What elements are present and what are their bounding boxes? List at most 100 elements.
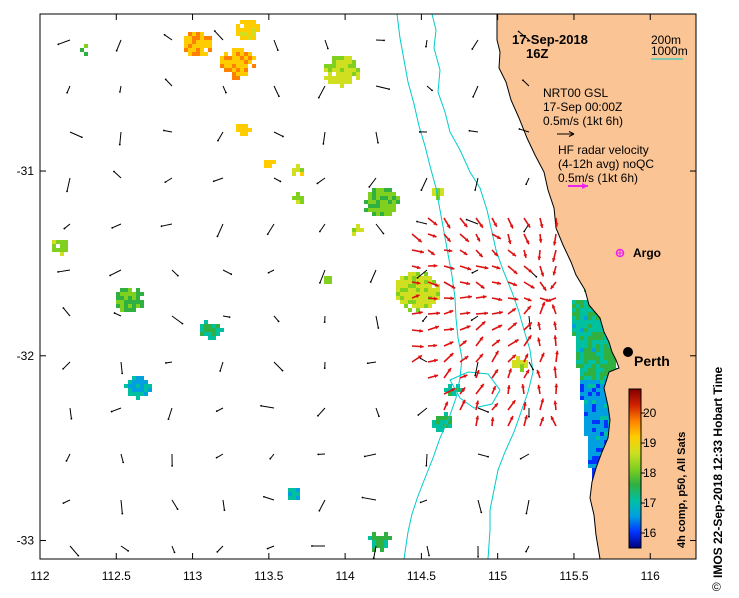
sst-pixel xyxy=(348,76,352,80)
date-label: 17-Sep-2018 xyxy=(512,32,588,47)
sst-pixel xyxy=(588,428,592,432)
sst-pixel xyxy=(292,196,296,200)
sst-pixel xyxy=(420,284,424,288)
x-tick-label: 114.5 xyxy=(407,569,436,583)
sst-pixel xyxy=(588,396,592,400)
sst-pixel xyxy=(592,336,596,340)
sst-pixel xyxy=(592,316,596,320)
sst-pixel xyxy=(588,420,592,424)
sst-pixel xyxy=(292,172,296,176)
sst-pixel xyxy=(392,192,396,196)
sst-pixel xyxy=(340,60,344,64)
sst-pixel xyxy=(592,344,596,348)
sst-pixel xyxy=(356,76,360,80)
sst-pixel xyxy=(380,196,384,200)
sst-pixel xyxy=(596,420,600,424)
sst-pixel xyxy=(424,284,428,288)
model-arrow-head xyxy=(109,275,111,277)
sst-pixel xyxy=(600,436,604,440)
sst-pixel xyxy=(144,388,148,392)
sst-pixel xyxy=(336,72,340,76)
sst-pixel xyxy=(400,284,404,288)
sst-pixel xyxy=(208,40,212,44)
sst-pixel xyxy=(588,444,592,448)
model-arrow-head xyxy=(526,513,528,515)
model-arrow-head xyxy=(319,231,321,233)
sst-pixel xyxy=(240,56,244,60)
sst-pixel xyxy=(580,384,584,388)
sst-pixel xyxy=(412,300,416,304)
sst-pixel xyxy=(608,356,612,360)
sst-pixel xyxy=(428,300,432,304)
model-arrow-head xyxy=(168,418,170,420)
sst-pixel xyxy=(380,540,384,544)
model-arrow-head xyxy=(431,90,433,92)
model-arrow-head xyxy=(480,511,482,513)
model-arrow-head xyxy=(520,458,522,460)
sst-pixel xyxy=(116,304,120,308)
sst-pixel xyxy=(408,280,412,284)
sst-pixel xyxy=(604,356,608,360)
sst-pixel xyxy=(428,276,432,280)
sst-pixel xyxy=(400,288,404,292)
sst-pixel xyxy=(588,332,592,336)
sst-pixel xyxy=(344,60,348,64)
sst-pixel xyxy=(588,360,592,364)
model-arrow-head xyxy=(364,456,366,458)
model-arrow-head xyxy=(428,555,430,557)
sst-pixel xyxy=(580,388,584,392)
sst-pixel xyxy=(580,396,584,400)
model-arrow-head xyxy=(420,502,422,504)
sst-pixel xyxy=(292,496,296,500)
sst-pixel xyxy=(140,388,144,392)
sst-pixel xyxy=(124,300,128,304)
x-tick-label: 114 xyxy=(336,569,355,583)
model-arrow-head xyxy=(420,189,422,191)
sst-pixel xyxy=(576,304,580,308)
sst-pixel xyxy=(436,428,440,432)
sst-pixel xyxy=(592,404,596,408)
sst-pixel xyxy=(348,68,352,72)
sst-pixel xyxy=(572,308,576,312)
sst-pixel xyxy=(436,288,440,292)
sst-pixel xyxy=(60,240,64,244)
sst-pixel xyxy=(128,288,132,292)
sst-pixel xyxy=(596,368,600,372)
sst-pixel xyxy=(136,396,140,400)
sst-pixel xyxy=(432,188,436,192)
sst-pixel xyxy=(596,384,600,388)
sst-pixel xyxy=(580,380,584,384)
sst-pixel xyxy=(324,76,328,80)
sst-pixel xyxy=(244,28,248,32)
sst-pixel xyxy=(372,536,376,540)
sst-pixel xyxy=(200,332,204,336)
sst-pixel xyxy=(604,368,608,372)
sst-pixel xyxy=(392,204,396,208)
model-arrow-head xyxy=(477,556,479,558)
sst-pixel xyxy=(584,380,588,384)
sst-pixel xyxy=(448,420,452,424)
sst-pixel xyxy=(596,320,600,324)
sst-pixel xyxy=(348,80,352,84)
sst-pixel xyxy=(596,416,600,420)
sst-pixel xyxy=(244,64,248,68)
colorbar-tick-label: 16 xyxy=(643,526,657,540)
sst-pixel xyxy=(588,400,592,404)
sst-pixel xyxy=(580,332,584,336)
model-arrow-head xyxy=(216,457,218,459)
sst-pixel xyxy=(428,284,432,288)
sst-pixel xyxy=(296,196,300,200)
sst-pixel xyxy=(576,300,580,304)
sst-pixel xyxy=(196,32,200,36)
sst-pixel xyxy=(396,200,400,204)
sst-pixel xyxy=(244,36,248,40)
sst-pixel xyxy=(116,292,120,296)
sst-pixel xyxy=(244,24,248,28)
sst-pixel xyxy=(208,336,212,340)
sst-pixel xyxy=(576,320,580,324)
sst-pixel xyxy=(200,52,204,56)
sst-pixel xyxy=(600,344,604,348)
sst-pixel xyxy=(56,240,60,244)
sst-pixel xyxy=(184,44,188,48)
sst-pixel xyxy=(576,312,580,316)
